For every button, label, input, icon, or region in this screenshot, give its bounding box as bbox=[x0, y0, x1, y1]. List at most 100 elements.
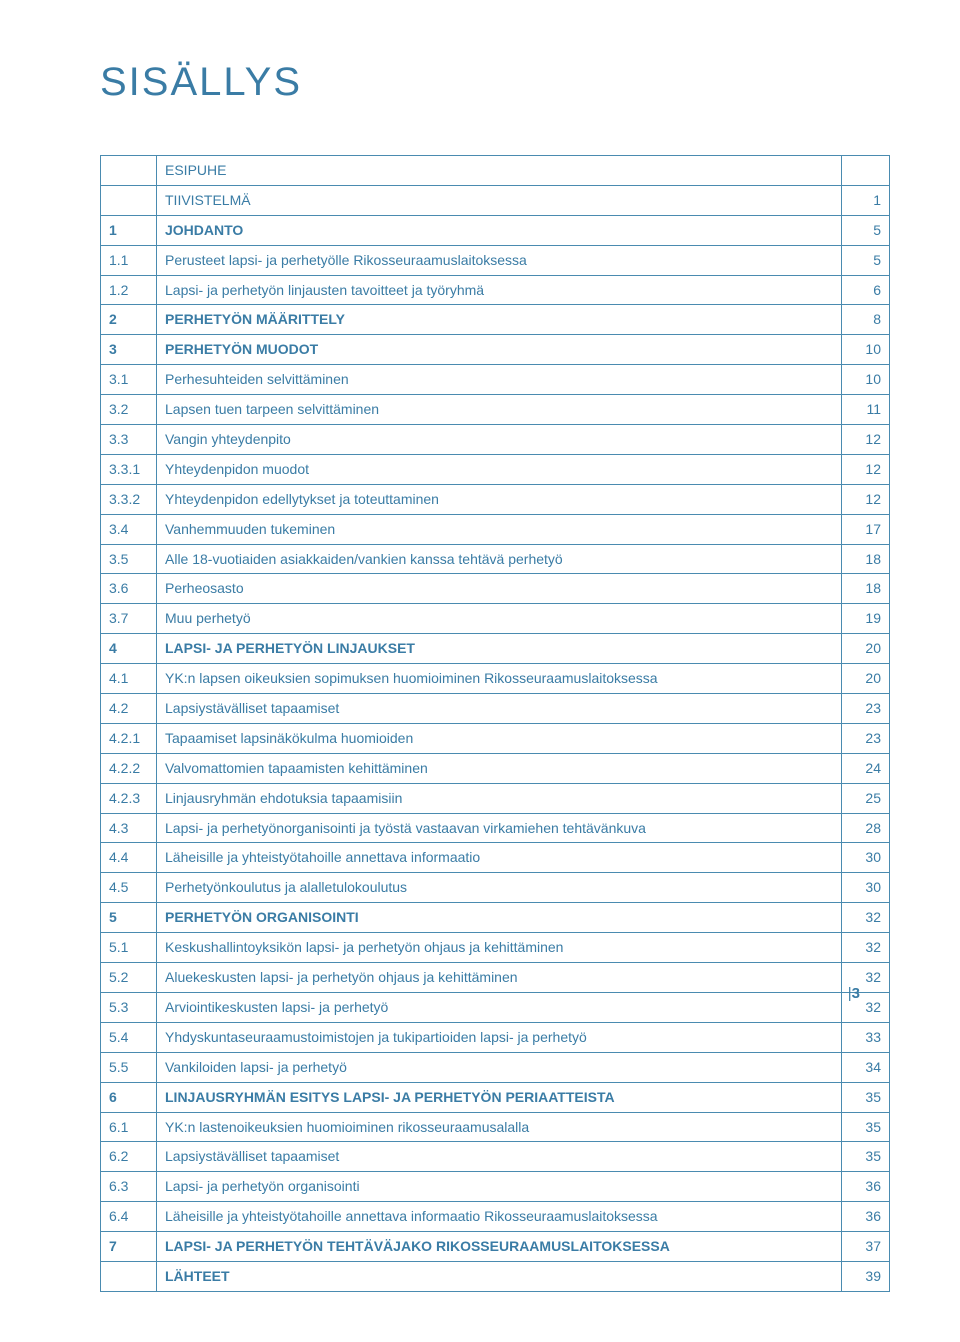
toc-row-number: 6 bbox=[101, 1082, 157, 1112]
toc-row-title: Muu perhetyö bbox=[157, 604, 842, 634]
toc-row-number: 4.3 bbox=[101, 813, 157, 843]
toc-row-number: 5.5 bbox=[101, 1052, 157, 1082]
toc-row-number: 4.2.1 bbox=[101, 723, 157, 753]
toc-row-title: Lapsiystävälliset tapaamiset bbox=[157, 1142, 842, 1172]
toc-row-title: Vankiloiden lapsi- ja perhetyö bbox=[157, 1052, 842, 1082]
toc-row-number: 5.4 bbox=[101, 1022, 157, 1052]
table-row: TIIVISTELMÄ1 bbox=[101, 185, 890, 215]
table-row: 5.5Vankiloiden lapsi- ja perhetyö34 bbox=[101, 1052, 890, 1082]
table-row: 3.4Vanhemmuuden tukeminen17 bbox=[101, 514, 890, 544]
toc-row-number: 3.3 bbox=[101, 425, 157, 455]
toc-row-number: 3 bbox=[101, 335, 157, 365]
toc-row-title: Arviointikeskusten lapsi- ja perhetyö bbox=[157, 992, 842, 1022]
table-row: 3.6Perheosasto18 bbox=[101, 574, 890, 604]
table-row: 6.1YK:n lastenoikeuksien huomioiminen ri… bbox=[101, 1112, 890, 1142]
page-title: SISÄLLYS bbox=[100, 60, 890, 105]
toc-row-page: 25 bbox=[842, 783, 890, 813]
toc-row-number: 5 bbox=[101, 903, 157, 933]
toc-row-title: Lapsen tuen tarpeen selvittäminen bbox=[157, 395, 842, 425]
toc-row-page: 6 bbox=[842, 275, 890, 305]
table-row: 4.3Lapsi- ja perhetyönorganisointi ja ty… bbox=[101, 813, 890, 843]
toc-row-title: Alle 18-vuotiaiden asiakkaiden/vankien k… bbox=[157, 544, 842, 574]
toc-row-title: Perhetyönkoulutus ja alalletulokoulutus bbox=[157, 873, 842, 903]
toc-row-title: Linjausryhmän ehdotuksia tapaamisiin bbox=[157, 783, 842, 813]
toc-row-title: Tapaamiset lapsinäkökulma huomioiden bbox=[157, 723, 842, 753]
toc-row-title: Lapsi- ja perhetyön organisointi bbox=[157, 1172, 842, 1202]
toc-row-page bbox=[842, 156, 890, 186]
toc-row-title: YK:n lastenoikeuksien huomioiminen rikos… bbox=[157, 1112, 842, 1142]
toc-row-page: 23 bbox=[842, 723, 890, 753]
toc-row-page: 20 bbox=[842, 664, 890, 694]
toc-row-title: Perheosasto bbox=[157, 574, 842, 604]
toc-row-title: Perhesuhteiden selvittäminen bbox=[157, 365, 842, 395]
toc-row-number: 1.1 bbox=[101, 245, 157, 275]
table-row: 6.3Lapsi- ja perhetyön organisointi36 bbox=[101, 1172, 890, 1202]
table-row: ESIPUHE bbox=[101, 156, 890, 186]
table-row: 5.1Keskushallintoyksikön lapsi- ja perhe… bbox=[101, 933, 890, 963]
toc-row-number: 6.2 bbox=[101, 1142, 157, 1172]
table-row: 4.5Perhetyönkoulutus ja alalletulokoulut… bbox=[101, 873, 890, 903]
table-row: 5.2Aluekeskusten lapsi- ja perhetyön ohj… bbox=[101, 963, 890, 993]
table-row: 2PERHETYÖN MÄÄRITTELY8 bbox=[101, 305, 890, 335]
toc-row-number: 3.4 bbox=[101, 514, 157, 544]
toc-row-number bbox=[101, 185, 157, 215]
toc-row-title: Lapsi- ja perhetyön linjausten tavoittee… bbox=[157, 275, 842, 305]
toc-row-page: 32 bbox=[842, 903, 890, 933]
toc-row-page: 35 bbox=[842, 1142, 890, 1172]
table-row: 3.3.2Yhteydenpidon edellytykset ja toteu… bbox=[101, 484, 890, 514]
toc-row-page: 36 bbox=[842, 1202, 890, 1232]
toc-row-title: Läheisille ja yhteistyötahoille annettav… bbox=[157, 843, 842, 873]
toc-row-page: 37 bbox=[842, 1232, 890, 1262]
toc-row-title: Perusteet lapsi- ja perhetyölle Rikosseu… bbox=[157, 245, 842, 275]
toc-row-page: 12 bbox=[842, 454, 890, 484]
toc-row-number: 1 bbox=[101, 215, 157, 245]
table-row: 1.1Perusteet lapsi- ja perhetyölle Rikos… bbox=[101, 245, 890, 275]
table-row: 4.2Lapsiystävälliset tapaamiset23 bbox=[101, 694, 890, 724]
toc-row-number: 4.2.3 bbox=[101, 783, 157, 813]
table-row: 1JOHDANTO5 bbox=[101, 215, 890, 245]
table-row: 6.4Läheisille ja yhteistyötahoille annet… bbox=[101, 1202, 890, 1232]
toc-row-title: LAPSI- JA PERHETYÖN TEHTÄVÄJAKO RIKOSSEU… bbox=[157, 1232, 842, 1262]
toc-row-number: 3.7 bbox=[101, 604, 157, 634]
table-row: LÄHTEET39 bbox=[101, 1261, 890, 1291]
toc-row-page: 19 bbox=[842, 604, 890, 634]
toc-row-page: 30 bbox=[842, 843, 890, 873]
table-row: 4.2.3Linjausryhmän ehdotuksia tapaamisii… bbox=[101, 783, 890, 813]
toc-row-number: 3.1 bbox=[101, 365, 157, 395]
toc-row-page: 36 bbox=[842, 1172, 890, 1202]
toc-row-title: LÄHTEET bbox=[157, 1261, 842, 1291]
table-row: 4.2.1Tapaamiset lapsinäkökulma huomioide… bbox=[101, 723, 890, 753]
table-row: 5.4Yhdyskuntaseuraamustoimistojen ja tuk… bbox=[101, 1022, 890, 1052]
toc-row-number: 4.2 bbox=[101, 694, 157, 724]
toc-row-title: JOHDANTO bbox=[157, 215, 842, 245]
toc-row-number: 4.4 bbox=[101, 843, 157, 873]
toc-row-page: 8 bbox=[842, 305, 890, 335]
side-page-value: 3 bbox=[852, 985, 860, 1002]
toc-row-page: 20 bbox=[842, 634, 890, 664]
page-container: SISÄLLYS ESIPUHETIIVISTELMÄ11JOHDANTO51.… bbox=[100, 60, 890, 1292]
toc-row-page: 32 bbox=[842, 933, 890, 963]
toc-row-title: Yhteydenpidon muodot bbox=[157, 454, 842, 484]
toc-row-page: 1 bbox=[842, 185, 890, 215]
toc-row-page: 5 bbox=[842, 245, 890, 275]
toc-row-number: 5.3 bbox=[101, 992, 157, 1022]
toc-row-title: PERHETYÖN MUODOT bbox=[157, 335, 842, 365]
toc-row-number: 3.2 bbox=[101, 395, 157, 425]
toc-row-number: 3.3.2 bbox=[101, 484, 157, 514]
toc-row-number: 4.1 bbox=[101, 664, 157, 694]
toc-table: ESIPUHETIIVISTELMÄ11JOHDANTO51.1Perustee… bbox=[100, 155, 890, 1292]
toc-row-title: TIIVISTELMÄ bbox=[157, 185, 842, 215]
toc-row-number bbox=[101, 156, 157, 186]
table-row: 3.3Vangin yhteydenpito12 bbox=[101, 425, 890, 455]
toc-row-page: 10 bbox=[842, 365, 890, 395]
table-row: 3PERHETYÖN MUODOT10 bbox=[101, 335, 890, 365]
toc-row-title: Keskushallintoyksikön lapsi- ja perhetyö… bbox=[157, 933, 842, 963]
toc-row-page: 18 bbox=[842, 544, 890, 574]
side-page-number: |3 bbox=[848, 985, 860, 1002]
toc-row-number: 5.2 bbox=[101, 963, 157, 993]
toc-row-number: 3.3.1 bbox=[101, 454, 157, 484]
table-row: 4.4Läheisille ja yhteistyötahoille annet… bbox=[101, 843, 890, 873]
toc-row-number: 4.5 bbox=[101, 873, 157, 903]
toc-row-title: Yhteydenpidon edellytykset ja toteuttami… bbox=[157, 484, 842, 514]
toc-row-title: Aluekeskusten lapsi- ja perhetyön ohjaus… bbox=[157, 963, 842, 993]
